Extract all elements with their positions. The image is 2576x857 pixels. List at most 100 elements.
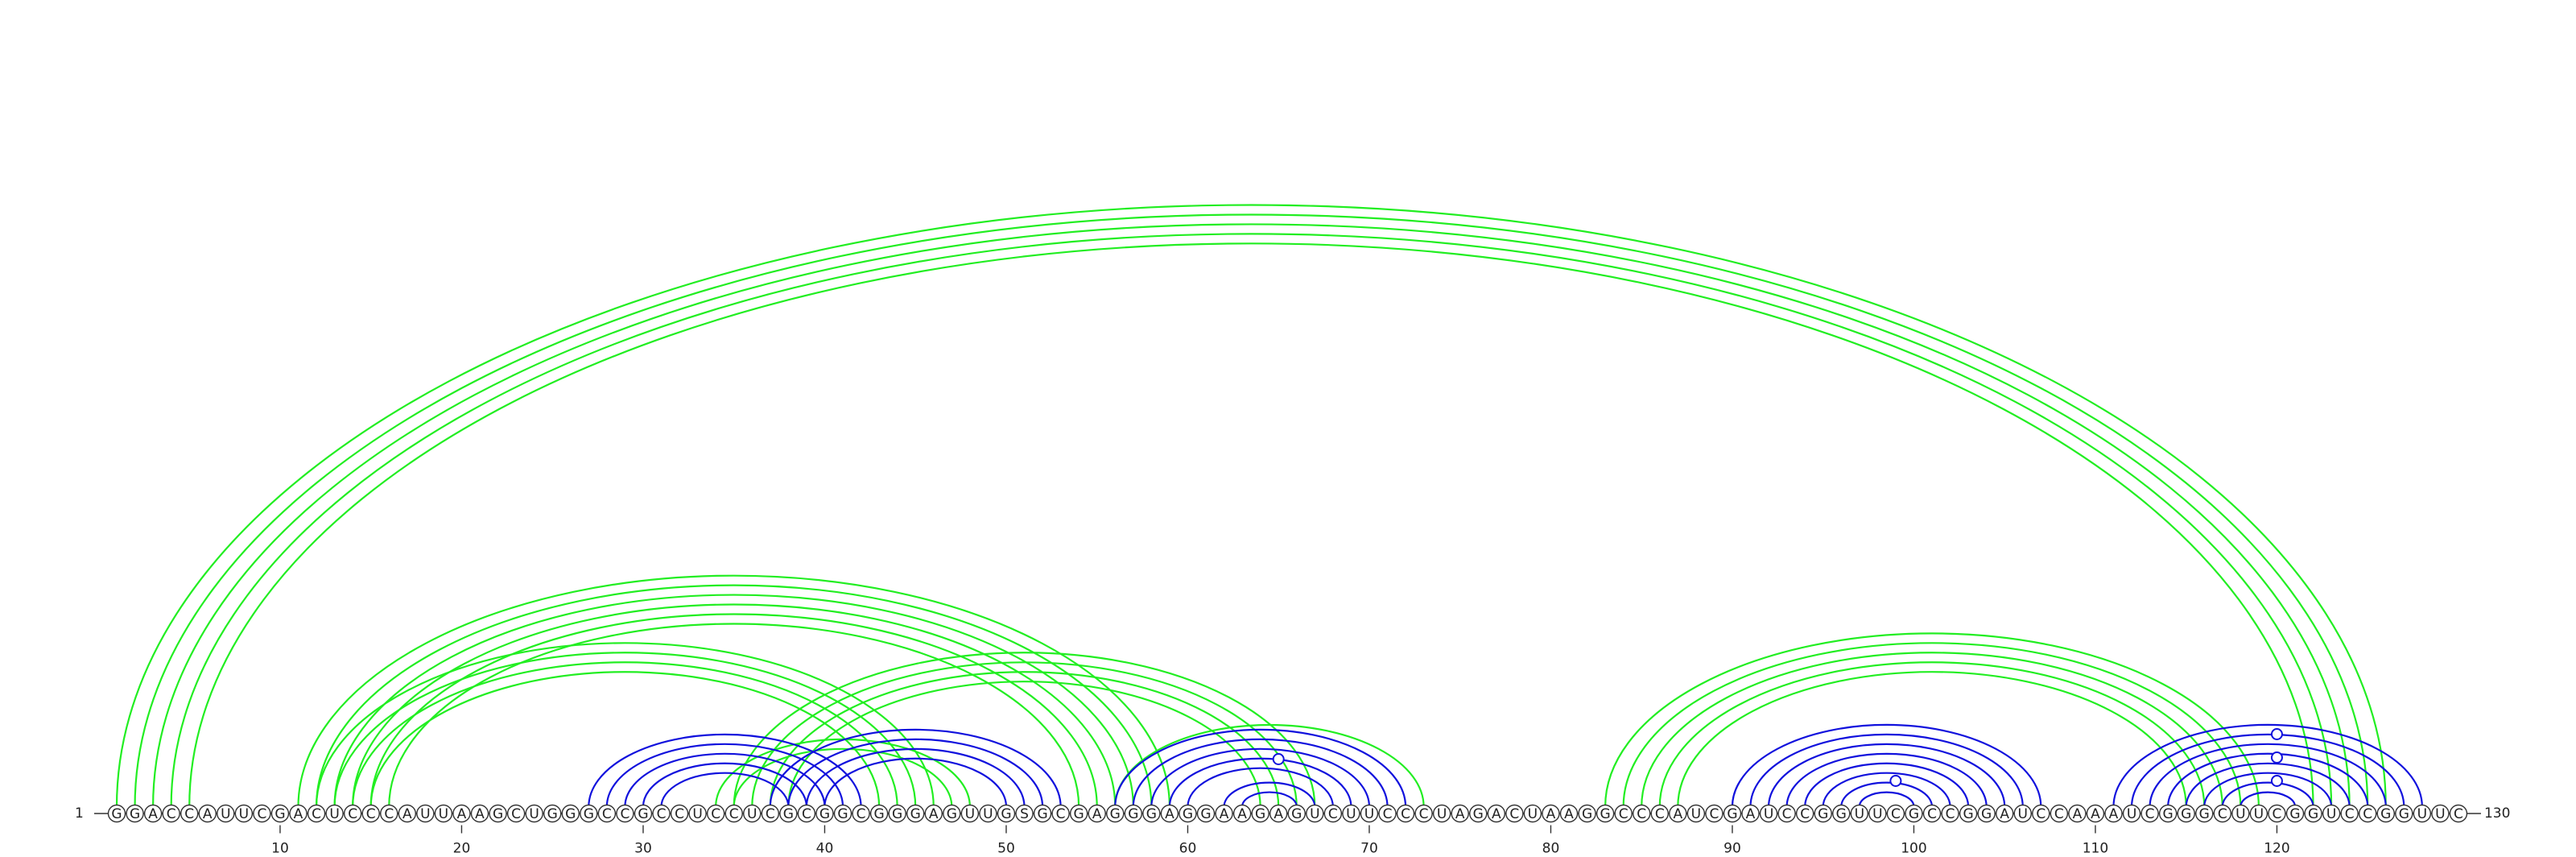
nucleotide-letter: G bbox=[2289, 806, 2300, 822]
nucleotide-circle bbox=[1232, 804, 1252, 823]
nucleotide-circle bbox=[1033, 804, 1052, 823]
green-arc-87-115 bbox=[1677, 671, 2187, 807]
nucleotide-circle bbox=[616, 804, 634, 823]
nucleotide-circle bbox=[1650, 804, 1669, 823]
tick-label: 80 bbox=[1542, 841, 1560, 857]
blue-arc-111-128 bbox=[2112, 723, 2423, 807]
nucleotide-letter: C bbox=[1401, 806, 1410, 822]
nucleotide-letter: C bbox=[729, 806, 739, 822]
nucleotide-letter: U bbox=[2127, 806, 2136, 822]
nucleotide-letter: U bbox=[439, 806, 448, 822]
nucleotide-circle bbox=[1287, 804, 1306, 823]
nucleotide-circle bbox=[1251, 804, 1269, 823]
nucleotide-letter: C bbox=[675, 806, 684, 822]
nucleotide-circle bbox=[1432, 804, 1451, 823]
nucleotide-circle bbox=[1342, 804, 1360, 823]
green-arc-37-65 bbox=[769, 671, 1280, 807]
nucleotide-circle bbox=[2213, 804, 2232, 823]
nucleotide-circle bbox=[561, 804, 580, 823]
nucleotide-letter: C bbox=[1800, 806, 1810, 822]
green-arc-12-58 bbox=[315, 584, 1153, 807]
nucleotide-circle bbox=[1523, 804, 1542, 823]
nucleotide-circle bbox=[434, 804, 453, 823]
nucleotide-letter: U bbox=[1310, 806, 1319, 822]
nucleotide-letter: G bbox=[1836, 806, 1847, 822]
nucleotide-circle bbox=[1542, 804, 1560, 823]
nucleotide-circle bbox=[743, 804, 762, 823]
nucleotide-letter: A bbox=[929, 806, 939, 822]
nucleotide-circle bbox=[489, 804, 507, 823]
nucleotide-letter: U bbox=[983, 806, 993, 822]
nucleotide-letter: U bbox=[2417, 806, 2427, 822]
nucleotide-circle bbox=[1995, 804, 2014, 823]
nucleotide-letter: G bbox=[1037, 806, 1047, 822]
blue-arc-96-101 bbox=[1840, 781, 1934, 807]
nucleotide-letter: C bbox=[1891, 806, 1901, 822]
blue-arc-56-72 bbox=[1114, 728, 1407, 807]
nucleotide-circle bbox=[706, 804, 725, 823]
nucleotide-circle bbox=[2122, 804, 2141, 823]
nucleotide-letter: G bbox=[1963, 806, 1974, 822]
nucleotide-letter: G bbox=[584, 806, 594, 822]
nucleotide-circle bbox=[1015, 804, 1034, 823]
nucleotide-circle bbox=[2177, 804, 2195, 823]
nucleotide-circle bbox=[1741, 804, 1760, 823]
nucleotide-letter: G bbox=[1291, 806, 1302, 822]
nucleotide-circle bbox=[234, 804, 254, 823]
nucleotide-letter: G bbox=[638, 806, 648, 822]
nucleotide-circle bbox=[1106, 804, 1125, 823]
nucleotide-circle bbox=[1922, 804, 1942, 823]
nucleotide-circle bbox=[1850, 804, 1869, 823]
nucleotide-circle bbox=[906, 804, 925, 823]
nucleotide-letter: C bbox=[167, 806, 176, 822]
tick-label: 100 bbox=[1901, 841, 1926, 857]
nucleotide-letter: U bbox=[221, 806, 230, 822]
nucleotide-circle bbox=[380, 804, 398, 823]
nucleotide-circle bbox=[1559, 804, 1579, 823]
nucleotide-letter: A bbox=[203, 806, 213, 822]
nucleotide-circle bbox=[634, 804, 653, 823]
nucleotide-letter: C bbox=[602, 806, 612, 822]
nucleotide-circle bbox=[1596, 804, 1615, 823]
nucleotide-circle bbox=[797, 804, 816, 823]
nucleotide-circle bbox=[1451, 804, 1469, 823]
nucleotide-letter: C bbox=[1509, 806, 1519, 822]
tick-label: 60 bbox=[1179, 841, 1197, 857]
nucleotide-letter: A bbox=[1220, 806, 1229, 822]
nucleotide-circle bbox=[652, 804, 671, 823]
nucleotide-circle bbox=[833, 804, 852, 823]
nucleotide-circle bbox=[253, 804, 271, 823]
nucleotide-circle bbox=[2158, 804, 2178, 823]
nucleotide-circle bbox=[1487, 804, 1506, 823]
nucleotide-circle bbox=[2304, 804, 2322, 823]
nucleotide-circle bbox=[1160, 804, 1179, 823]
blue-arc-113-126 bbox=[2149, 743, 2387, 807]
hairpin-marker bbox=[2270, 728, 2283, 740]
blue-arc-38-52 bbox=[787, 738, 1044, 807]
nucleotide-circle bbox=[2413, 804, 2432, 823]
nucleotide-circle bbox=[779, 804, 798, 823]
nucleotide-letter: A bbox=[1746, 806, 1756, 822]
nucleotide-circle bbox=[2340, 804, 2359, 823]
nucleotide-circle bbox=[1669, 804, 1687, 823]
nucleotide-circle bbox=[1614, 804, 1633, 823]
nucleotide-circle bbox=[1323, 804, 1343, 823]
nucleotide-letter: G bbox=[493, 806, 503, 822]
nucleotide-circle bbox=[869, 804, 889, 823]
nucleotide-letter: U bbox=[2018, 806, 2028, 822]
nucleotide-letter: C bbox=[1782, 806, 1792, 822]
nucleotide-circle bbox=[343, 804, 362, 823]
nucleotide-letter: A bbox=[148, 806, 158, 822]
nucleotide-circle bbox=[1759, 804, 1778, 823]
nucleotide-circle bbox=[1215, 804, 1233, 823]
nucleotide-letter: A bbox=[1092, 806, 1102, 822]
nucleotide-circle bbox=[2376, 804, 2395, 823]
nucleotide-circle bbox=[1705, 804, 1724, 823]
nucleotide-letter: G bbox=[1600, 806, 1611, 822]
nucleotide-circle bbox=[2032, 804, 2050, 823]
blue-arc-57-71 bbox=[1132, 738, 1389, 807]
nucleotide-circle bbox=[1414, 804, 1433, 823]
markers-layer bbox=[1272, 728, 2283, 787]
green-arc-35-47 bbox=[733, 747, 953, 807]
hairpin-marker bbox=[2270, 751, 2283, 764]
